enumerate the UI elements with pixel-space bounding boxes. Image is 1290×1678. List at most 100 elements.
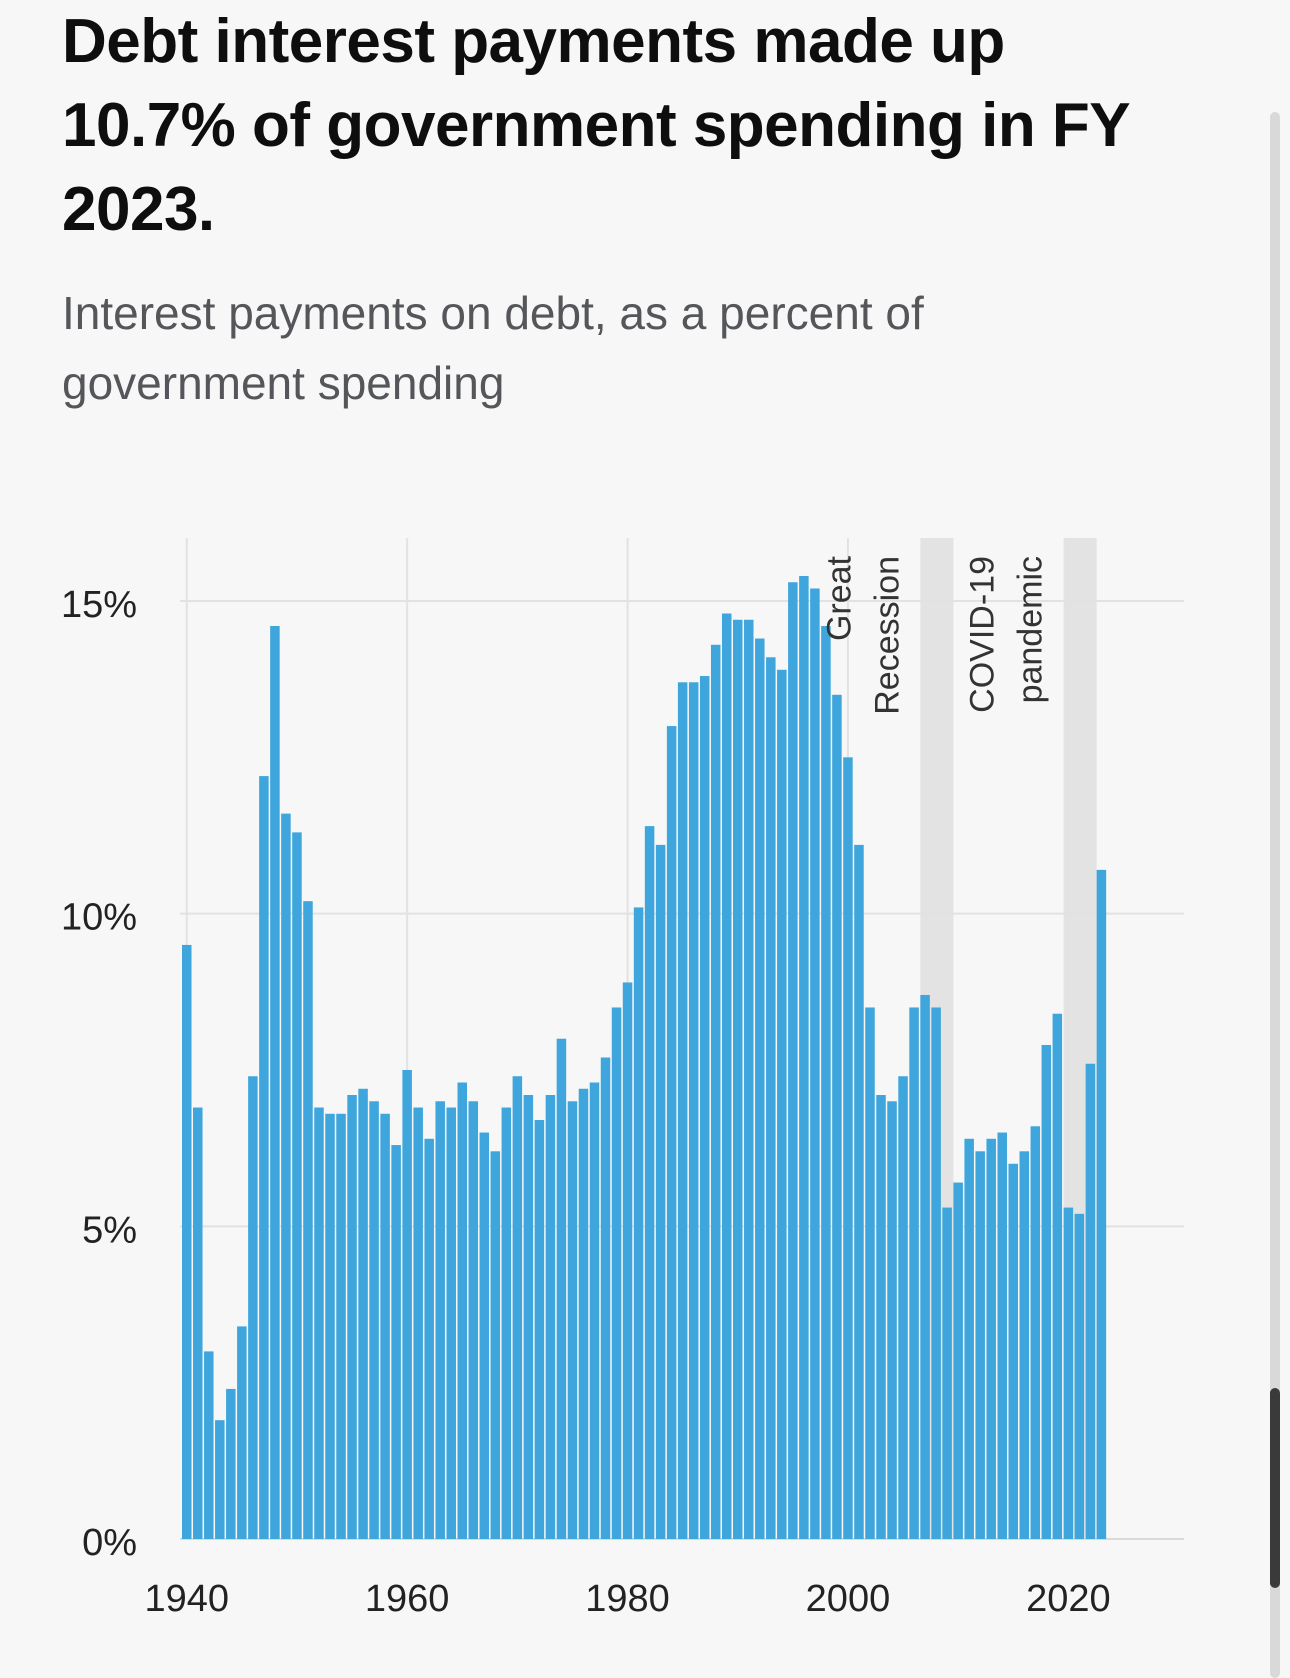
bar [887, 1101, 897, 1539]
bar [380, 1113, 390, 1539]
bar [402, 1070, 412, 1539]
x-tick-label: 1940 [144, 1578, 229, 1620]
bar [292, 832, 302, 1539]
bar [369, 1101, 379, 1539]
bar [666, 726, 677, 1539]
bar [424, 1138, 434, 1539]
annotation-label: COVID-19 [964, 556, 1002, 713]
annotation-label: Great [820, 555, 858, 641]
bar [534, 1120, 545, 1539]
bar [259, 776, 269, 1539]
bar [611, 1007, 622, 1539]
bar [600, 1057, 611, 1539]
bar [336, 1113, 346, 1539]
bar [435, 1101, 445, 1539]
bar [721, 613, 732, 1539]
bar [975, 1151, 985, 1539]
bar [182, 944, 192, 1539]
x-tick-label: 2000 [806, 1578, 891, 1620]
bar [523, 1095, 534, 1539]
bar [1008, 1163, 1018, 1539]
bar [766, 657, 776, 1539]
annotation-labels: Great Recession COVID-19 pandemic [820, 555, 1049, 714]
bar [325, 1113, 335, 1539]
bar [644, 826, 655, 1539]
bar [699, 676, 710, 1539]
bar [545, 1095, 556, 1539]
bar [964, 1138, 974, 1539]
bar [446, 1107, 456, 1539]
bar [1085, 1063, 1096, 1539]
bar [1052, 1013, 1063, 1539]
chart-title: Debt interest payments made up 10.7% of … [62, 7, 1130, 244]
bars [182, 575, 1107, 1539]
bar [248, 1076, 258, 1539]
bar [501, 1107, 512, 1539]
annotation-label: Recession [868, 556, 906, 715]
bar [832, 694, 842, 1539]
bar [281, 813, 291, 1539]
bar [744, 619, 754, 1539]
scrollbar-track[interactable] [1270, 112, 1280, 1678]
bar [556, 1038, 567, 1539]
bar [777, 669, 787, 1539]
bar [1096, 869, 1107, 1539]
bar [810, 588, 820, 1539]
bar [226, 1388, 236, 1539]
y-tick-label: 15% [61, 584, 137, 626]
bar [920, 994, 930, 1539]
chart-subtitle: Interest payments on debt, as a percent … [62, 287, 924, 409]
bar [204, 1351, 214, 1539]
bar [986, 1138, 996, 1539]
bar [843, 757, 853, 1539]
bar [347, 1095, 357, 1539]
bar [953, 1182, 963, 1539]
bar [655, 844, 666, 1539]
axis-labels: 0% 5% 10% 15% 1940 1960 1980 2000 2020 [61, 584, 1111, 1620]
bar [512, 1076, 523, 1539]
bar [688, 682, 699, 1539]
bar [215, 1420, 225, 1539]
bar [303, 901, 313, 1539]
y-tick-label: 5% [82, 1209, 137, 1251]
bar [876, 1095, 886, 1539]
x-tick-label: 1980 [585, 1578, 670, 1620]
bar [909, 1007, 919, 1539]
bar [479, 1132, 490, 1539]
scrollbar-thumb[interactable] [1270, 1388, 1280, 1588]
bar [578, 1088, 589, 1539]
bar [413, 1107, 423, 1539]
x-tick-label: 2020 [1026, 1578, 1111, 1620]
bar [799, 575, 809, 1539]
bar [733, 619, 743, 1539]
bar [633, 907, 644, 1539]
bar [1030, 1126, 1041, 1539]
bar [391, 1145, 401, 1539]
bar [710, 644, 721, 1539]
bar [788, 582, 798, 1539]
bar [457, 1082, 467, 1539]
bar [821, 626, 831, 1539]
bar [622, 982, 633, 1539]
bar [677, 682, 688, 1539]
bar [755, 638, 765, 1539]
bar [468, 1101, 479, 1539]
bar [237, 1326, 247, 1539]
bar [314, 1107, 324, 1539]
bar [854, 844, 864, 1539]
bar [1063, 1207, 1074, 1539]
bar [358, 1088, 368, 1539]
bar [1074, 1213, 1085, 1539]
y-tick-label: 0% [82, 1522, 137, 1564]
annotation-label: pandemic [1012, 556, 1050, 703]
bar [270, 626, 280, 1539]
bar [1019, 1151, 1030, 1539]
bar [490, 1151, 501, 1539]
bar [997, 1132, 1007, 1539]
x-tick-label: 1960 [365, 1578, 450, 1620]
bar [931, 1007, 941, 1539]
bar [567, 1101, 578, 1539]
bar [865, 1007, 875, 1539]
y-tick-label: 10% [61, 897, 137, 939]
